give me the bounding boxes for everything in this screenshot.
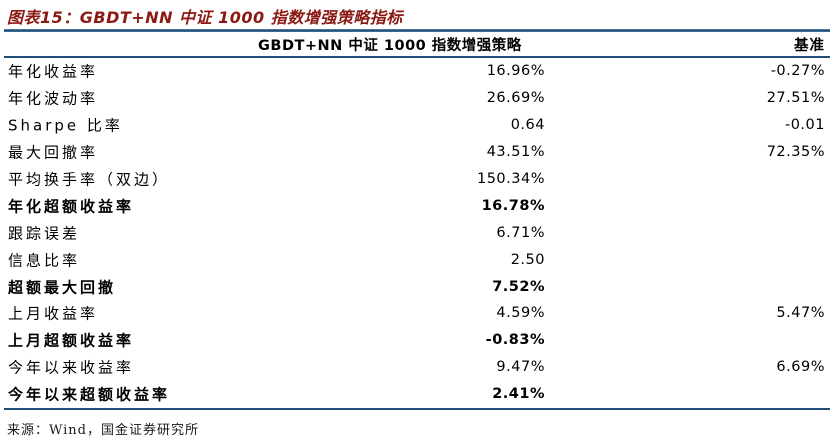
table-row: Sharpe 比率 0.64 -0.01	[0, 112, 833, 139]
figure-title: 图表15：GBDT+NN 中证 1000 指数增强策略指标	[7, 8, 403, 27]
table-row: 上月超额收益率 -0.83%	[0, 327, 833, 354]
strategy-value: 16.78%	[481, 197, 545, 214]
metric-label: 上月超额收益率	[8, 331, 135, 350]
strategy-value: 6.71%	[496, 224, 545, 241]
metric-label: 跟踪误差	[8, 224, 81, 243]
column-header-strategy: GBDT+NN 中证 1000 指数增强策略	[258, 38, 522, 54]
table-row: 年化波动率 26.69% 27.51%	[0, 85, 833, 112]
table-header-border	[4, 56, 830, 58]
column-header-benchmark: 基准	[794, 38, 825, 54]
benchmark-value: -0.01	[784, 117, 825, 134]
table-row: 上月收益率 4.59% 5.47%	[0, 300, 833, 327]
table-row: 跟踪误差 6.71%	[0, 219, 833, 246]
benchmark-value: 72.35%	[766, 144, 825, 161]
metric-label: 上月收益率	[8, 304, 99, 323]
strategy-value: 2.50	[510, 251, 545, 268]
benchmark-value: 5.47%	[776, 305, 825, 322]
table-row: 信息比率 2.50	[0, 246, 833, 273]
metric-label: 平均换手率（双边）	[8, 170, 171, 189]
strategy-value: 2.41%	[492, 386, 545, 403]
benchmark-value: -0.27%	[770, 63, 825, 80]
table-top-border	[4, 29, 830, 32]
metric-label: 信息比率	[8, 251, 81, 270]
benchmark-value: 27.51%	[766, 90, 825, 107]
table-row: 最大回撤率 43.51% 72.35%	[0, 139, 833, 166]
table-row: 平均换手率（双边） 150.34%	[0, 166, 833, 193]
strategy-value: 16.96%	[486, 63, 545, 80]
strategy-value: 26.69%	[486, 90, 545, 107]
metric-label: 今年以来超额收益率	[8, 385, 171, 404]
metric-label: Sharpe 比率	[8, 116, 123, 135]
metric-label: 最大回撤率	[8, 143, 99, 162]
metric-label: 年化收益率	[8, 62, 99, 81]
source-note: 来源：Wind，国金证券研究所	[7, 423, 199, 438]
table-row: 今年以来超额收益率 2.41%	[0, 381, 833, 408]
strategy-value: 43.51%	[486, 144, 545, 161]
metric-label: 今年以来收益率	[8, 358, 135, 377]
strategy-value: -0.83%	[485, 332, 545, 349]
table-row: 年化收益率 16.96% -0.27%	[0, 58, 833, 85]
strategy-value: 150.34%	[476, 171, 545, 187]
metric-label: 超额最大回撤	[8, 278, 117, 297]
strategy-value: 4.59%	[496, 305, 545, 322]
metric-label: 年化波动率	[8, 89, 99, 108]
strategy-value: 9.47%	[496, 359, 545, 376]
table-body: 年化收益率 16.96% -0.27% 年化波动率 26.69% 27.51% …	[0, 58, 833, 408]
table-row: 超额最大回撤 7.52%	[0, 273, 833, 300]
table-bottom-border	[4, 408, 830, 410]
metric-label: 年化超额收益率	[8, 197, 135, 216]
benchmark-value: 6.69%	[776, 359, 825, 376]
table-row: 年化超额收益率 16.78%	[0, 192, 833, 219]
table-row: 今年以来收益率 9.47% 6.69%	[0, 354, 833, 381]
strategy-value: 7.52%	[492, 278, 545, 295]
strategy-value: 0.64	[510, 117, 545, 134]
